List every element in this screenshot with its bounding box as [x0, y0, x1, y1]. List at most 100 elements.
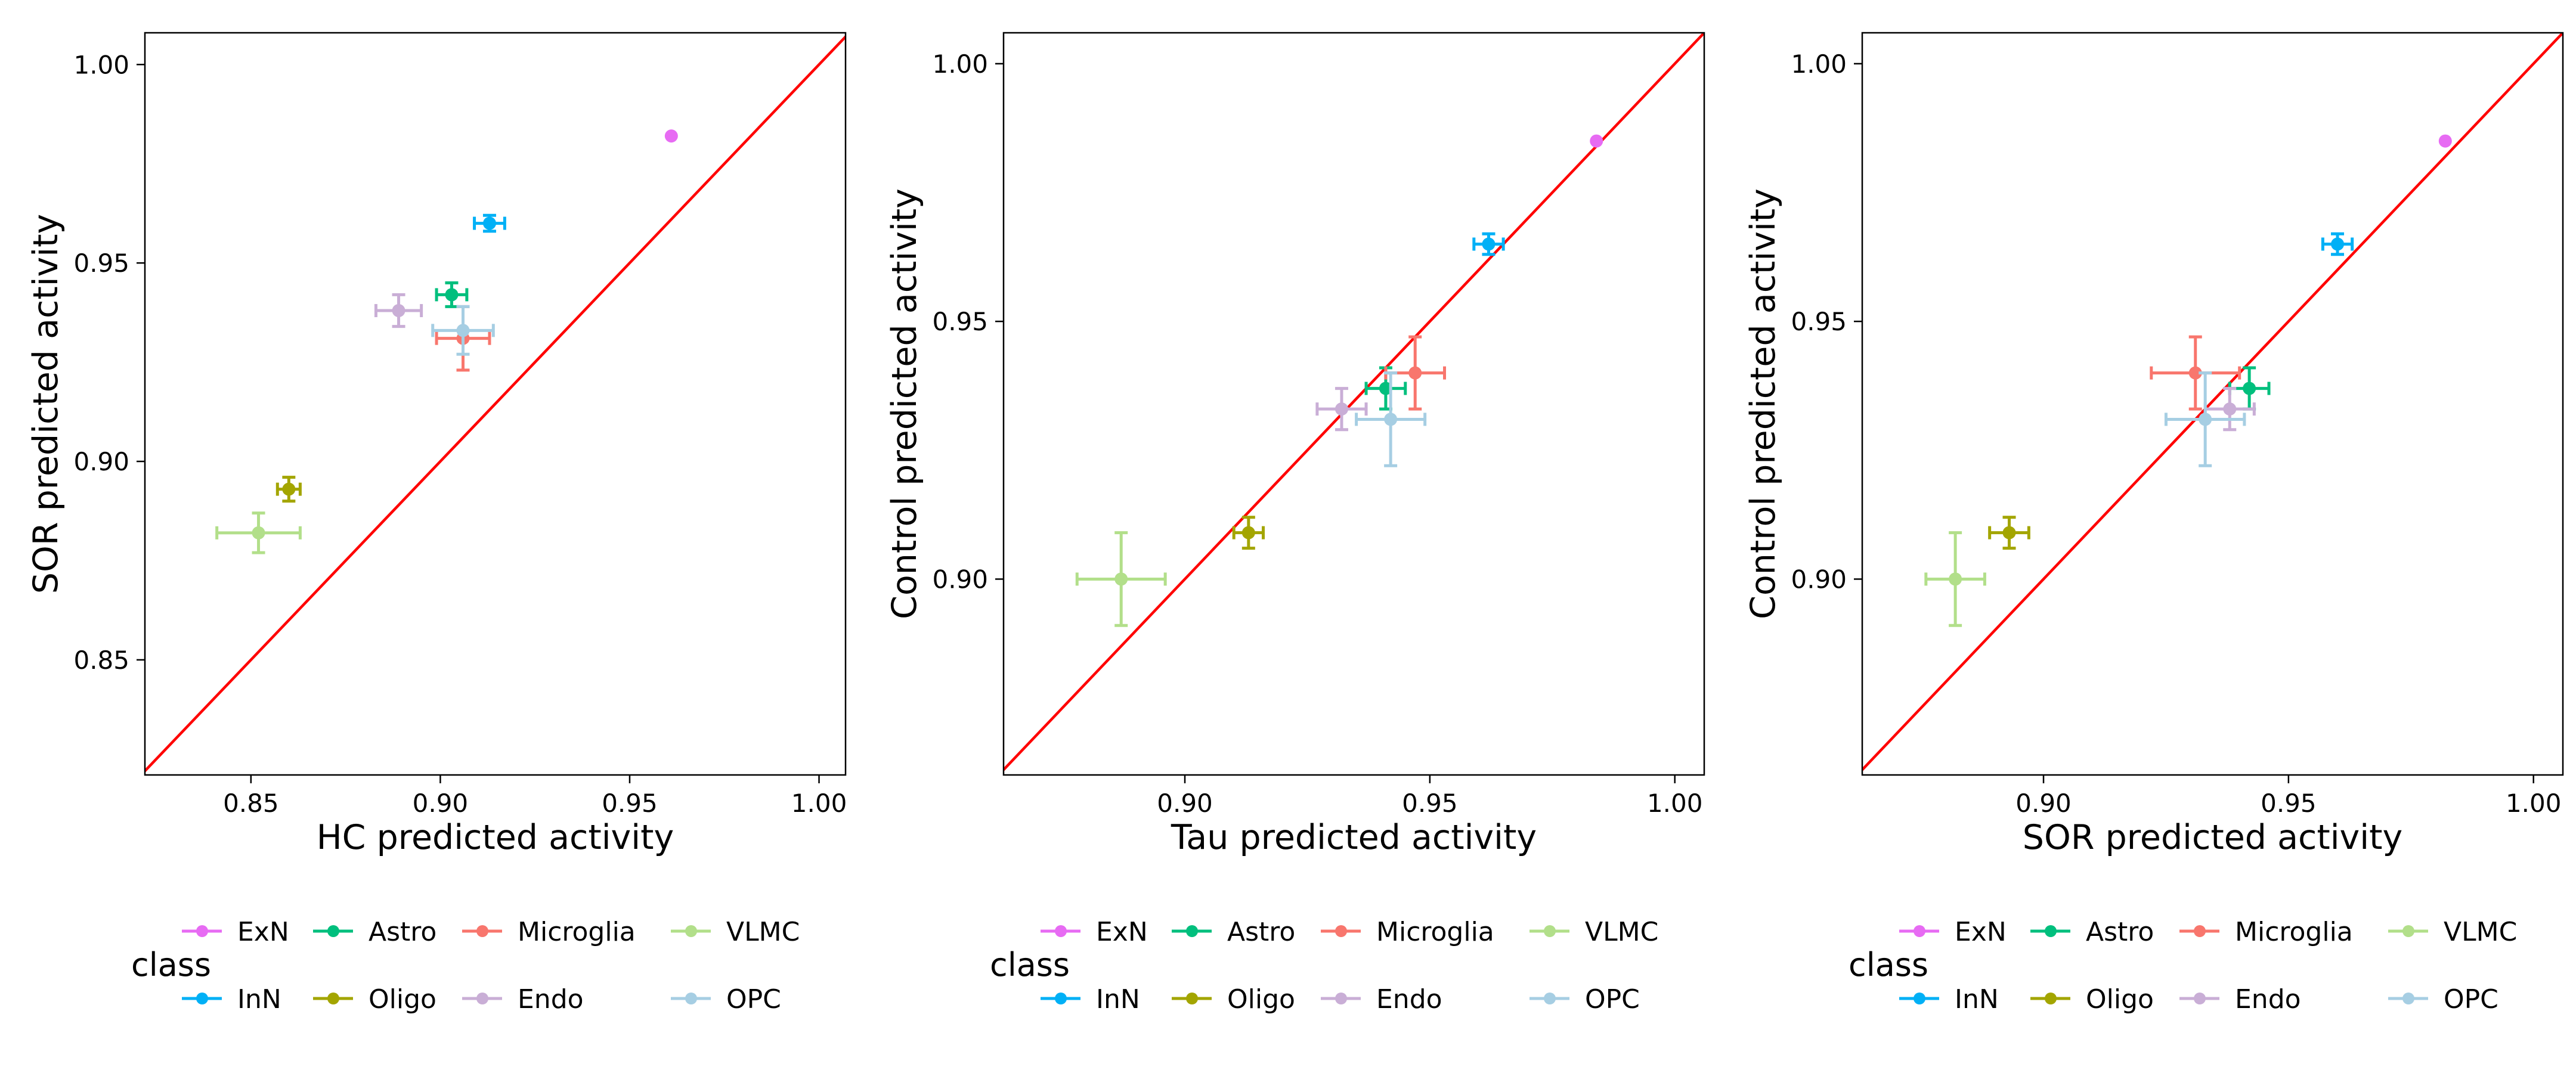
legend: class ExN Astro Microglia VLMC InN Oligo Endo OP…	[131, 917, 800, 1015]
legend-item-microglia: Microglia	[462, 917, 636, 947]
legend-item-opc: OPC	[1530, 984, 1640, 1015]
legend-label: InN	[1096, 984, 1140, 1015]
legend-item-oligo: Oligo	[1172, 984, 1295, 1015]
legend-key-marker	[685, 925, 697, 937]
legend-item-oligo: Oligo	[2030, 984, 2154, 1015]
y-tick-label: 0.85	[73, 646, 129, 675]
data-point-vlmc	[215, 511, 302, 554]
data-point-inn	[2321, 232, 2354, 256]
data-point-astro	[435, 281, 469, 308]
legend-key-marker	[2402, 925, 2414, 937]
y-tick-label: 0.95	[1791, 307, 1847, 336]
point-marker	[445, 288, 459, 302]
legend-item-vlmc: VLMC	[1530, 917, 1658, 947]
legend-label: Oligo	[1227, 984, 1295, 1015]
legend-key-marker	[196, 925, 208, 937]
y-tick-label: 0.95	[932, 307, 988, 336]
legend-label: Astro	[369, 917, 436, 947]
legend-label: VLMC	[1585, 917, 1658, 947]
data-point-opc	[1355, 371, 1427, 467]
legend-key-marker	[476, 993, 488, 1004]
x-axis-label: Tau predicted activity	[1171, 818, 1537, 857]
data-point-opc	[431, 305, 495, 356]
legend-item-endo: Endo	[462, 984, 584, 1015]
legend-label: Microglia	[2235, 917, 2353, 947]
legend-label: ExN	[1955, 917, 2007, 947]
legend-label: VLMC	[726, 917, 800, 947]
x-tick-label: 0.90	[2015, 789, 2072, 818]
point-marker	[1379, 382, 1392, 395]
data-point-inn	[1472, 232, 1505, 256]
y-axis-label: Control predicted activity	[1744, 188, 1783, 619]
point-marker	[1335, 402, 1348, 416]
point-marker	[1949, 572, 1962, 586]
x-axis-label: SOR predicted activity	[2023, 818, 2402, 857]
point-marker	[1408, 366, 1422, 380]
x-tick-label: 0.90	[413, 789, 469, 818]
point-marker	[2002, 526, 2016, 539]
legend-label: ExN	[237, 917, 289, 947]
legend-key-marker	[2194, 925, 2206, 937]
legend-key-marker	[1544, 925, 1556, 937]
y-tick-label: 1.00	[1791, 49, 1847, 79]
point-marker	[2188, 366, 2202, 380]
x-tick-label: 1.00	[2506, 789, 2562, 818]
plot-frame	[1861, 32, 2564, 776]
data-point-exn	[1590, 134, 1603, 148]
x-tick-label: 1.00	[791, 789, 847, 818]
point-marker	[1590, 134, 1603, 148]
legend-label: ExN	[1096, 917, 1148, 947]
data-point-vlmc	[1924, 531, 1986, 627]
legend-label: InN	[237, 984, 281, 1015]
data-point-endo	[1315, 387, 1368, 432]
legend-key-marker	[1914, 993, 1925, 1004]
legend-item-astro: Astro	[2030, 917, 2154, 947]
legend-key-marker	[1186, 925, 1198, 937]
point-marker	[456, 324, 470, 337]
legend-item-endo: Endo	[1321, 984, 1442, 1015]
plot-frame	[144, 32, 847, 776]
legend-key-marker	[1335, 925, 1347, 937]
legend-key-marker	[2045, 993, 2057, 1004]
x-tick-label: 0.95	[2261, 789, 2317, 818]
legend-label: Endo	[518, 984, 584, 1015]
y-tick-label: 0.90	[1791, 565, 1847, 594]
legend-item-inn: InN	[1899, 984, 1999, 1015]
point-marker	[2223, 402, 2237, 416]
point-marker	[2199, 413, 2212, 426]
data-point-endo	[374, 293, 423, 328]
data-point-inn	[473, 213, 506, 233]
legend-label: OPC	[726, 984, 781, 1015]
legend-label: Oligo	[369, 984, 436, 1015]
x-tick-label: 0.95	[1402, 789, 1458, 818]
x-tick-label: 1.00	[1647, 789, 1703, 818]
legend-item-exn: ExN	[1041, 917, 1148, 947]
legend-item-inn: InN	[1041, 984, 1140, 1015]
legend-key-marker	[2194, 993, 2206, 1004]
legend-key-marker	[1335, 993, 1347, 1004]
point-marker	[482, 216, 496, 230]
legend-label: OPC	[2444, 984, 2498, 1015]
legend: class ExN Astro Microglia VLMC InN Oligo Endo OP…	[990, 917, 1658, 1015]
legend-key-marker	[327, 925, 339, 937]
legend-item-inn: InN	[182, 984, 281, 1015]
point-marker	[2438, 134, 2452, 148]
y-tick-label: 0.95	[73, 249, 129, 278]
x-tick-label: 0.90	[1157, 789, 1213, 818]
data-point-opc	[2164, 371, 2246, 467]
plot-frame	[1002, 32, 1705, 776]
point-marker	[252, 526, 265, 539]
legend-label: Microglia	[518, 917, 636, 947]
y-tick-label: 1.00	[73, 50, 129, 79]
data-point-oligo	[275, 476, 302, 503]
x-tick-label: 0.85	[223, 789, 279, 818]
point-marker	[664, 129, 678, 143]
legend-label: Oligo	[2086, 984, 2154, 1015]
data-point-vlmc	[1075, 531, 1167, 627]
